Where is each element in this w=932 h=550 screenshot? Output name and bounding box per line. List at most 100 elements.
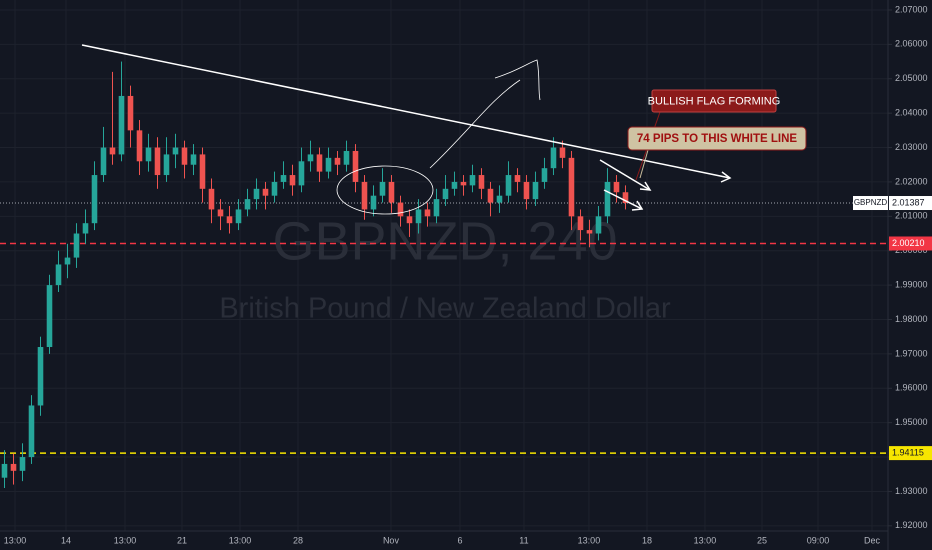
candle-body: [37, 347, 44, 406]
candle-body: [397, 202, 404, 217]
candle-body: [433, 199, 440, 217]
candle-body: [451, 181, 458, 189]
watermark-subtitle: British Pound / New Zealand Dollar: [219, 293, 671, 325]
arrow-head: [639, 181, 652, 191]
candle-body: [532, 181, 539, 200]
candle-body: [100, 147, 107, 176]
x-tick-label: 11: [519, 535, 528, 545]
candle-body: [217, 209, 224, 217]
candle-body: [271, 181, 278, 196]
last-price-label: 2.01387: [892, 197, 925, 207]
candle-body: [541, 168, 548, 182]
last-price-tag: [889, 196, 932, 211]
candle-body: [505, 175, 512, 196]
candle-body: [262, 188, 269, 196]
y-tick-label: 2.06000: [895, 39, 928, 49]
candle-body: [226, 216, 233, 224]
candle-body: [190, 154, 197, 165]
candle-body: [604, 181, 611, 217]
candle-body: [163, 154, 170, 176]
y-tick-label: 2.02000: [895, 176, 928, 186]
y-tick-label: 2.07000: [895, 4, 928, 14]
symbol-tag: [853, 196, 888, 211]
y-tick-label: 2.04000: [895, 108, 928, 118]
candle-body: [289, 175, 296, 186]
candle-body: [316, 154, 323, 172]
candle-body: [154, 147, 161, 176]
x-tick-label: 25: [757, 535, 767, 545]
candle-body: [334, 157, 341, 165]
grid: [0, 0, 888, 531]
candle-body: [82, 223, 89, 234]
level-label: 2.00210: [892, 238, 925, 248]
ellipse: [336, 165, 434, 215]
candle-body: [118, 95, 125, 155]
flag-line: [603, 189, 643, 210]
y-tick-label: 1.96000: [895, 383, 928, 393]
candle-body: [325, 157, 332, 172]
y-tick-label: 1.93000: [895, 486, 928, 496]
candles: [1, 61, 629, 489]
candle-body: [370, 195, 377, 210]
x-tick-label: Nov: [383, 535, 400, 545]
level-tag: [889, 236, 932, 251]
level-label: 1.94115: [892, 447, 924, 457]
x-tick-label: 13:00: [229, 535, 252, 545]
candle-body: [442, 188, 449, 200]
level-tag: [889, 446, 932, 461]
candle-body: [1, 463, 8, 478]
y-tick-label: 1.95000: [895, 417, 928, 427]
watermark: GBPNZD, 240: [272, 211, 617, 271]
candle-body: [424, 209, 431, 217]
candle-body: [415, 209, 422, 224]
x-tick-label: Dec: [864, 535, 881, 545]
callout-pointer: [639, 149, 649, 179]
candle-body: [28, 405, 35, 458]
arrow-head: [631, 200, 644, 211]
x-tick-label: 13:00: [694, 535, 717, 545]
y-tick-label: 2.01000: [895, 211, 928, 221]
x-tick-label: 21: [177, 535, 187, 545]
x-tick-label: 09:00: [807, 535, 830, 545]
candle-body: [568, 157, 575, 217]
candle-body: [595, 216, 602, 234]
callout-box: [651, 89, 777, 113]
y-tick-label: 2.05000: [895, 73, 928, 83]
axes: 2.07000 2.06000 2.05000 2.04000 2.03000 2.020…: [4, 4, 932, 545]
candle-body: [73, 233, 80, 258]
flag-line: [599, 159, 651, 191]
candle-body: [64, 257, 71, 265]
annotation: BULLISH FLAG FORMING: [648, 95, 781, 107]
candle-body: [514, 175, 521, 182]
arrow-head: [720, 171, 732, 183]
candle-body: [244, 199, 251, 210]
y-tick-label: 1.99000: [895, 279, 928, 289]
x-tick-label: 13:00: [578, 535, 601, 545]
candle-body: [10, 463, 17, 471]
candle-body: [352, 150, 359, 182]
candle-body: [496, 195, 503, 203]
candle-body: [586, 230, 593, 234]
candle-body: [388, 181, 395, 203]
candle-body: [559, 147, 566, 158]
y-tick-label: 1.92000: [895, 520, 928, 530]
x-tick-label: 13:00: [114, 535, 137, 545]
candle-body: [55, 264, 62, 286]
candle-body: [343, 150, 350, 165]
symbol-label: GBPNZD: [854, 198, 888, 207]
candle-body: [550, 147, 557, 169]
y-tick-label: 1.97000: [895, 348, 928, 358]
candle-body: [298, 161, 305, 186]
trend-line: [81, 44, 731, 179]
levels: [0, 202, 888, 454]
candle-body: [307, 154, 314, 162]
candle-body: [109, 147, 116, 155]
candle-body: [523, 181, 530, 200]
x-tick-label: 6: [457, 535, 462, 545]
x-tick-label: 18: [642, 535, 652, 545]
candle-body: [253, 188, 260, 200]
candle-body: [127, 95, 134, 131]
candle-body: [487, 188, 494, 203]
